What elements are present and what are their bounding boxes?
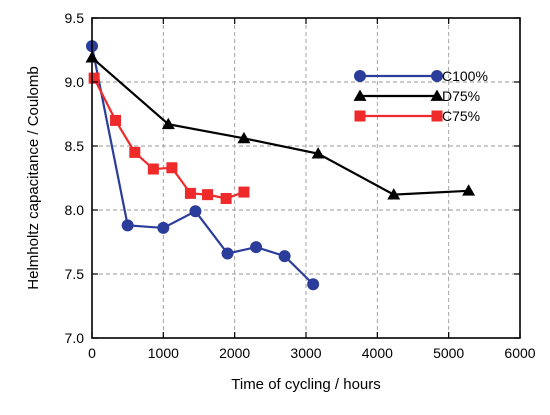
series-c75 [88,72,250,204]
data-point [161,117,175,130]
legend-label: C75% [442,108,480,124]
y-tick-label: 8.5 [65,138,85,154]
series-d75 [85,51,476,200]
y-tick-label: 8.0 [65,202,85,218]
x-tick-label: 2000 [219,345,250,361]
legend-item: D75% [353,88,480,104]
x-tick-label: 1000 [148,345,179,361]
legend-marker [354,110,366,122]
data-point [220,192,232,204]
series-c100 [86,40,320,291]
data-point [237,131,251,144]
legend: C100% D75% C75% [353,68,488,124]
legend-marker [353,89,367,101]
series-line [90,45,314,286]
x-tick-label: 3000 [290,345,321,361]
x-axis-title: Time of cycling / hours [231,376,381,393]
legend-label: D75% [442,88,480,104]
data-point [462,184,476,196]
data-point [311,147,325,159]
x-tick-label: 4000 [362,345,393,361]
y-tick-label: 9.5 [65,10,85,26]
y-tick-label: 7.5 [65,266,85,282]
data-point [307,278,320,291]
data-point [129,146,141,158]
data-point [238,186,250,198]
x-tick-label: 0 [88,345,96,361]
data-point [387,188,401,200]
tick-labels: 0 1000 2000 3000 4000 5000 6000 7.0 7.5 8.0 8.5 9.0… [65,10,536,361]
series-line [91,56,469,196]
y-tick-label: 9.0 [65,74,85,90]
y-axis-title: Helmholtz capacitance / Coulomb [25,66,42,289]
y-tick-label: 7.0 [65,330,85,346]
data-point [157,221,170,234]
legend-item: C75% [354,108,480,124]
data-point [184,187,196,199]
legend-marker [354,70,366,82]
data-point [110,114,122,126]
data-point [147,163,159,175]
data-point [250,241,263,254]
x-tick-label: 5000 [433,345,464,361]
series-layer [85,40,476,291]
x-tick-label: 6000 [504,345,535,361]
data-point [166,162,178,174]
plot-frame [91,17,521,339]
legend-marker [430,89,444,101]
data-point [278,250,291,263]
series-line [93,77,245,200]
data-point [202,189,214,201]
data-point [88,72,100,84]
legend-marker [431,70,443,82]
data-point [221,247,234,260]
data-point [121,219,134,232]
data-point [189,205,202,218]
legend-marker [431,110,443,122]
legend-label: C100% [442,68,488,84]
grid [92,18,520,338]
legend-item: C100% [354,68,488,84]
ticks [91,17,521,339]
